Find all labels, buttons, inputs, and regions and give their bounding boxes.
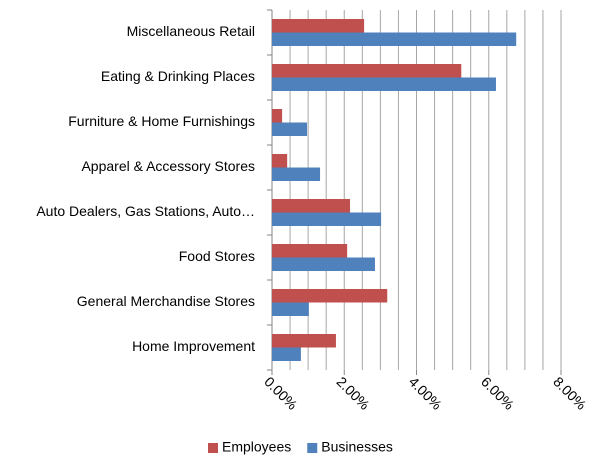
bar bbox=[272, 32, 517, 46]
x-tick-label: 0.00% bbox=[261, 373, 300, 412]
bar bbox=[272, 77, 496, 91]
bar bbox=[272, 19, 365, 33]
legend-swatch bbox=[208, 443, 218, 453]
bar bbox=[272, 334, 336, 348]
legend-label: Businesses bbox=[321, 439, 393, 455]
bar bbox=[272, 289, 388, 303]
bar bbox=[272, 109, 283, 123]
y-tick-label: General Merchandise Stores bbox=[77, 293, 255, 309]
y-tick-label: Auto Dealers, Gas Stations, Auto… bbox=[36, 203, 255, 219]
x-tick-label: 8.00% bbox=[550, 373, 589, 412]
y-tick-label: Furniture & Home Furnishings bbox=[68, 113, 255, 129]
bar bbox=[272, 122, 308, 136]
bar bbox=[272, 257, 375, 271]
legend-label: Employees bbox=[222, 439, 291, 455]
bar bbox=[272, 154, 288, 168]
bar bbox=[272, 199, 351, 213]
y-tick-label: Miscellaneous Retail bbox=[127, 23, 255, 39]
bar bbox=[272, 167, 321, 181]
bar bbox=[272, 212, 382, 226]
bar bbox=[272, 244, 348, 258]
y-tick-label: Eating & Drinking Places bbox=[101, 68, 255, 84]
bar bbox=[272, 302, 309, 316]
y-tick-label: Home Improvement bbox=[132, 338, 255, 354]
bar bbox=[272, 347, 301, 361]
y-tick-label: Food Stores bbox=[179, 248, 255, 264]
x-tick-label: 4.00% bbox=[406, 373, 445, 412]
x-tick-label: 6.00% bbox=[478, 373, 517, 412]
x-tick-label: 2.00% bbox=[334, 373, 373, 412]
bar bbox=[272, 64, 462, 78]
y-tick-label: Apparel & Accessory Stores bbox=[81, 158, 255, 174]
legend-swatch bbox=[307, 443, 318, 453]
